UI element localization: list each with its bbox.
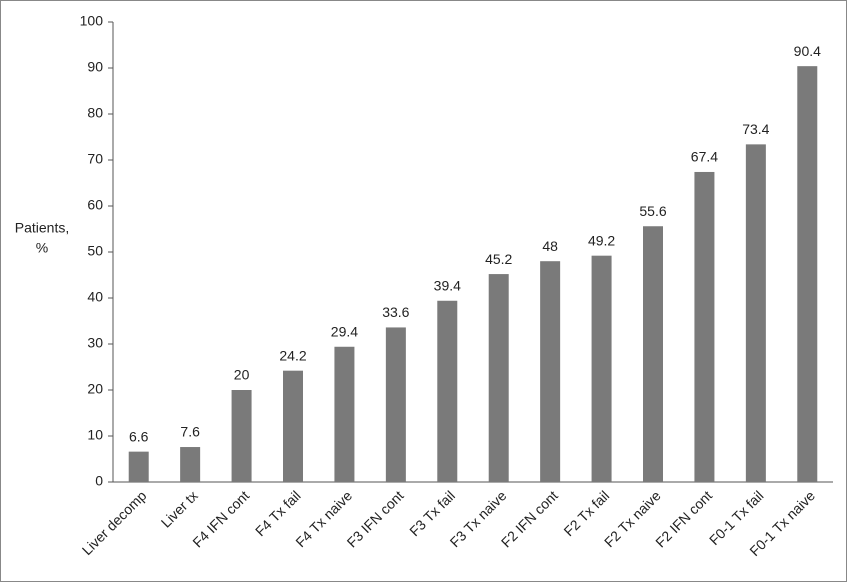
y-tick-label: 100 <box>80 13 104 29</box>
bar <box>180 447 201 482</box>
bar <box>643 226 663 482</box>
bar <box>231 390 252 482</box>
bar <box>694 171 715 482</box>
y-tick-label: 20 <box>87 381 103 397</box>
value-label: 20 <box>234 367 250 383</box>
y-tick-label: 0 <box>95 473 103 489</box>
bar <box>283 370 303 482</box>
y-tick-label: 60 <box>87 197 103 213</box>
y-axis-label: Patients, <box>15 220 69 236</box>
bar <box>540 261 561 482</box>
y-tick-label: 70 <box>87 151 103 167</box>
value-label: 6.6 <box>129 428 149 444</box>
value-label: 39.4 <box>434 277 461 293</box>
y-tick-label: 80 <box>87 105 103 121</box>
y-tick-label: 10 <box>87 427 103 443</box>
y-tick-label: 40 <box>87 289 103 305</box>
bar <box>797 66 818 482</box>
value-label: 67.4 <box>691 149 718 165</box>
value-label: 24.2 <box>279 347 306 363</box>
value-label: 73.4 <box>742 121 769 137</box>
bar <box>488 274 509 482</box>
value-label: 90.4 <box>794 43 821 59</box>
y-axis-label: % <box>36 240 48 256</box>
bar <box>128 451 149 482</box>
value-label: 33.6 <box>382 304 409 320</box>
value-label: 49.2 <box>588 232 615 248</box>
bar <box>437 300 458 482</box>
value-label: 7.6 <box>180 424 200 440</box>
value-label: 55.6 <box>639 203 666 219</box>
value-label: 45.2 <box>485 251 512 267</box>
y-tick-label: 90 <box>87 59 103 75</box>
value-label: 48 <box>542 238 558 254</box>
bar <box>385 327 406 482</box>
bar <box>591 255 612 482</box>
y-tick-label: 30 <box>87 335 103 351</box>
value-label: 29.4 <box>331 323 358 339</box>
bar <box>745 144 766 483</box>
bar <box>334 346 355 482</box>
y-tick-label: 50 <box>87 243 103 259</box>
